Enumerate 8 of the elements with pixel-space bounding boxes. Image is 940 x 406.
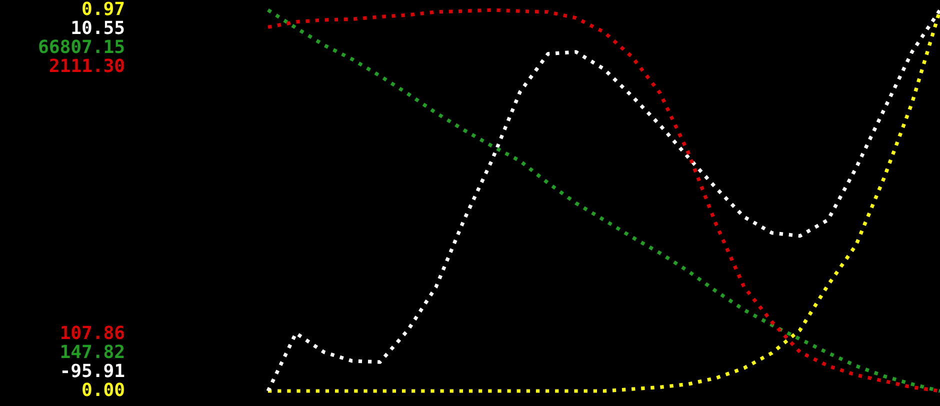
text: -95.91	[62, 364, 124, 378]
text: 147.82	[61, 344, 124, 358]
text: 0.00	[82, 382, 124, 396]
text: 2111.30	[50, 58, 124, 72]
text: 0.97	[82, 2, 124, 16]
text: 107.86	[61, 326, 124, 340]
text: 10.55	[72, 20, 124, 34]
text: 66807.15	[39, 40, 124, 54]
